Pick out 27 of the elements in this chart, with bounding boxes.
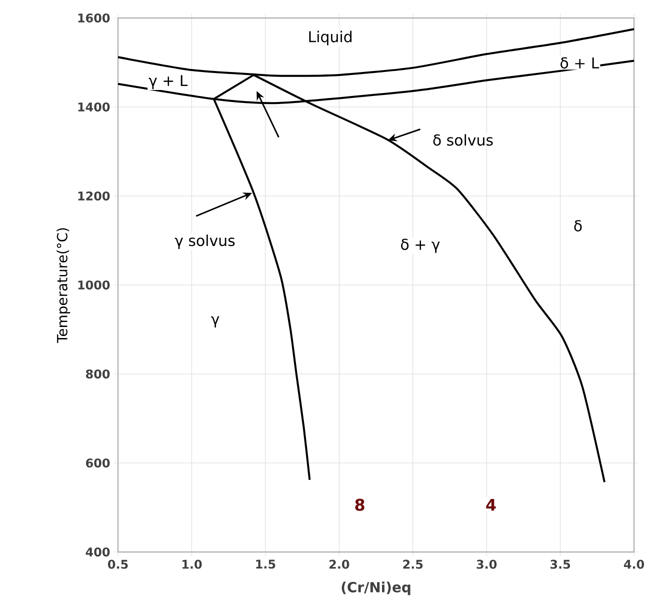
annotation: δ + L	[560, 57, 600, 69]
x-tick-label: 1.5	[256, 560, 276, 569]
y-tick-label: 1400	[78, 102, 110, 112]
x-axis-title: (Cr/Ni)eq	[342, 582, 410, 596]
annotation: 4	[486, 499, 496, 511]
x-tick-label: 1.0	[182, 560, 202, 569]
x-tick-label: 2.5	[403, 560, 423, 569]
annotation: δ	[574, 220, 582, 232]
y-tick-label: 600	[86, 458, 110, 468]
y-tick-label: 1000	[78, 280, 110, 290]
x-tick-label: 2.0	[330, 560, 350, 569]
y-tick-label: 1600	[78, 13, 110, 23]
y-tick-label: 1200	[78, 191, 110, 201]
annotation: γ solvus	[174, 234, 235, 250]
y-tick-label: 400	[86, 547, 110, 557]
y-tick-label: 800	[86, 369, 110, 379]
x-tick-label: 3.5	[550, 560, 570, 569]
annotation: γ + L	[148, 75, 188, 90]
x-tick-label: 3.0	[476, 560, 497, 569]
annotation: 8	[355, 498, 364, 511]
x-tick-label: 0.5	[108, 560, 128, 569]
x-tick-label: 4.0	[624, 560, 644, 569]
annotation: δ + γ	[401, 238, 440, 253]
annotation: γ	[211, 316, 220, 328]
y-axis-title: Temperature(°C)	[56, 228, 70, 344]
annotation: Liquid	[309, 30, 352, 46]
annotation: δ solvus	[433, 134, 493, 146]
